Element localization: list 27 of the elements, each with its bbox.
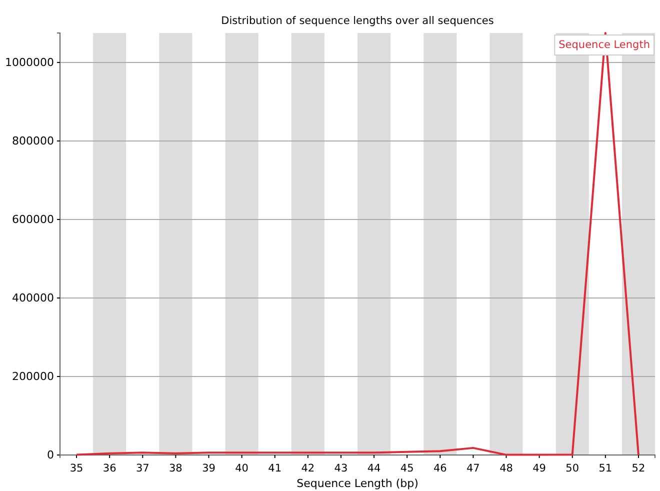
y-tick-label: 600000: [12, 212, 54, 226]
x-tick-label: 40: [235, 462, 248, 474]
x-axis-title: Sequence Length (bp): [296, 477, 418, 490]
chart-title: Distribution of sequence lengths over all sequences: [221, 15, 494, 27]
x-tick-label: 39: [202, 462, 216, 474]
x-tick-label: 36: [102, 462, 117, 474]
x-tick-label: 51: [598, 462, 612, 474]
x-tick-label: 42: [301, 462, 315, 474]
x-tick-label: 52: [632, 462, 646, 474]
x-tick-label: 38: [169, 462, 182, 474]
x-tick-label: 43: [334, 462, 348, 474]
y-tick-label: 200000: [12, 370, 54, 384]
x-tick-label: 37: [136, 462, 150, 474]
x-tick-label: 35: [70, 462, 84, 474]
x-tick-label: 46: [433, 462, 448, 474]
x-tick-label: 44: [367, 462, 382, 474]
x-tick-label: 49: [532, 462, 546, 474]
y-tick-label: 400000: [12, 291, 54, 304]
x-tick-label: 47: [466, 462, 480, 474]
x-tick-label: 48: [500, 462, 513, 474]
y-tick-label: 0: [47, 448, 54, 462]
series-label: Sequence Length: [558, 39, 650, 51]
y-tick-label: 1000000: [5, 56, 54, 69]
y-tick-label: 800000: [12, 134, 54, 148]
x-tick-label: 45: [400, 462, 414, 474]
x-tick-label: 50: [566, 462, 580, 474]
x-tick-label: 41: [268, 462, 282, 474]
